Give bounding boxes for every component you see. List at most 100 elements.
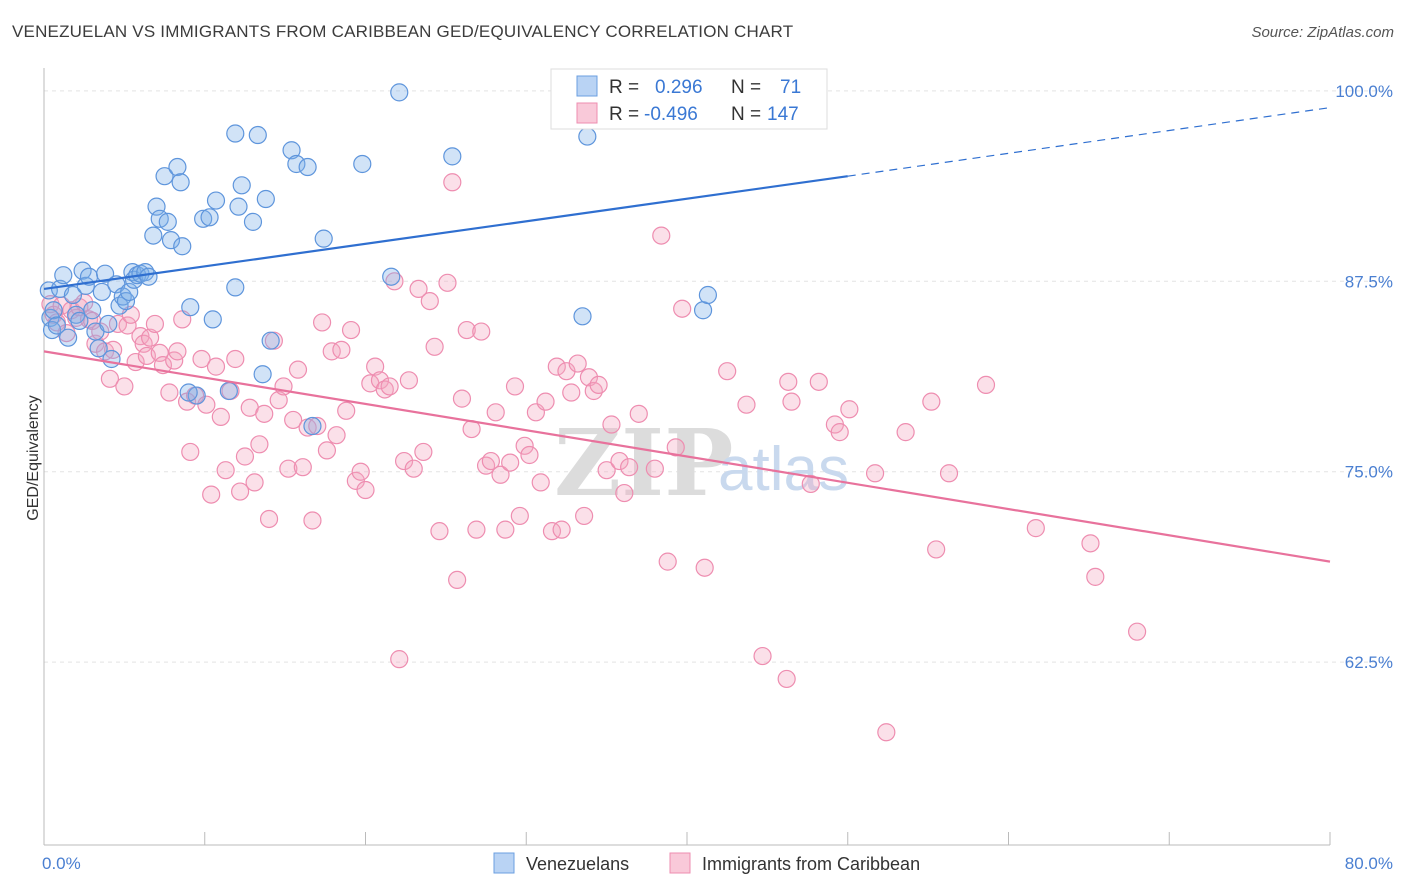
caribbean-point bbox=[520, 445, 539, 465]
venezuelan-point bbox=[578, 127, 597, 146]
caribbean-point bbox=[399, 371, 419, 390]
caribbean-point bbox=[579, 368, 599, 387]
caribbean-point bbox=[202, 485, 221, 504]
gridlines bbox=[44, 90, 1393, 663]
legend-swatch-caribbean bbox=[576, 102, 598, 124]
venezuelan-point bbox=[63, 285, 83, 305]
caribbean-point bbox=[409, 279, 428, 299]
caribbean-point bbox=[448, 570, 467, 590]
chart-title: VENEZUELAN VS IMMIGRANTS FROM CARIBBEAN … bbox=[12, 22, 794, 41]
caribbean-point bbox=[562, 383, 581, 402]
venezuelan-point bbox=[161, 231, 181, 250]
caribbean-point bbox=[145, 314, 165, 334]
caribbean-point bbox=[629, 404, 648, 423]
legend-n-label-2: N = bbox=[731, 104, 761, 125]
venezuelan-point bbox=[226, 124, 245, 143]
legend-n-label-1: N = bbox=[731, 77, 761, 98]
caribbean-point bbox=[486, 403, 505, 422]
caribbean-point bbox=[452, 389, 472, 408]
venezuelan-point bbox=[102, 349, 121, 369]
venezuelan-point bbox=[693, 301, 713, 320]
venezuelan-point bbox=[298, 157, 317, 177]
caribbean-point bbox=[259, 509, 279, 529]
caribbean-point bbox=[1127, 622, 1147, 641]
caribbean-point bbox=[809, 372, 828, 391]
venezuelan-point bbox=[282, 141, 301, 160]
bottom-legend-label-caribbean: Immigrants from Caribbean bbox=[702, 854, 920, 874]
venezuelan-point bbox=[573, 307, 592, 326]
x-tick-label-min: 0.0% bbox=[42, 854, 81, 873]
caribbean-point bbox=[695, 558, 714, 577]
caribbean-point bbox=[235, 447, 255, 466]
caribbean-point bbox=[896, 423, 915, 442]
caribbean-point bbox=[1081, 534, 1100, 553]
caribbean-point bbox=[491, 465, 510, 484]
caribbean-point bbox=[341, 320, 361, 340]
caribbean-point bbox=[430, 522, 449, 541]
caribbean-point bbox=[515, 436, 534, 455]
venezuelan-point bbox=[243, 212, 263, 231]
venezuelan-trend-line bbox=[43, 175, 848, 291]
caribbean-point bbox=[801, 474, 820, 494]
caribbean-point bbox=[782, 392, 801, 411]
caribbean-point bbox=[288, 360, 308, 379]
caribbean-trend-line bbox=[43, 350, 1331, 563]
caribbean-point bbox=[753, 646, 772, 666]
venezuelan-point bbox=[92, 282, 111, 302]
venezuelan-trend-extension bbox=[847, 107, 1331, 177]
venezuelan-point bbox=[158, 212, 177, 231]
caribbean-point bbox=[390, 650, 409, 669]
caribbean-point bbox=[375, 380, 394, 399]
caribbean-point bbox=[317, 441, 337, 460]
venezuelan-point bbox=[168, 157, 187, 177]
y-tick-label: 100.0% bbox=[1335, 82, 1393, 101]
caribbean-point bbox=[346, 471, 365, 490]
venezuelan-point bbox=[44, 301, 63, 320]
trend-lines bbox=[43, 107, 1331, 563]
venezuelan-point bbox=[314, 229, 333, 248]
caribbean-point bbox=[652, 226, 671, 245]
venezuelan-point bbox=[54, 266, 73, 285]
legend-n-value-1: 71 bbox=[780, 77, 801, 98]
venezuelan-point bbox=[219, 381, 238, 401]
source-label: Source: ZipAtlas.com bbox=[1251, 24, 1394, 41]
venezuelan-point bbox=[89, 339, 108, 358]
caribbean-point bbox=[160, 383, 179, 402]
caribbean-point bbox=[927, 540, 946, 559]
bottom-legend-swatch-caribbean bbox=[669, 852, 691, 874]
venezuelan-point bbox=[232, 176, 251, 195]
venezuelan-point bbox=[173, 237, 192, 256]
caribbean-point bbox=[777, 669, 796, 689]
legend-r-value-2: -0.496 bbox=[644, 104, 698, 125]
caribbean-point bbox=[481, 451, 500, 471]
caribbean-point bbox=[404, 459, 423, 478]
caribbean-points bbox=[41, 173, 1147, 742]
caribbean-point bbox=[231, 482, 250, 501]
caribbean-point bbox=[615, 483, 634, 503]
caribbean-point bbox=[380, 377, 399, 396]
caribbean-point bbox=[620, 458, 639, 477]
legend-swatch-venezuelans bbox=[576, 75, 598, 97]
caribbean-point bbox=[976, 375, 996, 394]
legend-bottom: Venezuelans Immigrants from Caribbean bbox=[493, 852, 920, 874]
venezuelan-point bbox=[206, 191, 226, 210]
venezuelan-point bbox=[443, 147, 462, 166]
caribbean-point bbox=[666, 438, 685, 457]
caribbean-point bbox=[115, 377, 134, 396]
caribbean-point bbox=[308, 416, 327, 436]
venezuelan-point bbox=[226, 278, 245, 297]
caribbean-point bbox=[496, 520, 515, 539]
caribbean-point bbox=[332, 340, 351, 359]
caribbean-point bbox=[939, 464, 959, 483]
caribbean-point bbox=[597, 461, 616, 480]
venezuelan-point bbox=[70, 311, 89, 331]
venezuelan-point bbox=[144, 226, 163, 245]
caribbean-point bbox=[922, 392, 941, 411]
caribbean-point bbox=[830, 423, 849, 442]
venezuelan-point bbox=[253, 365, 272, 384]
venezuelan-point bbox=[256, 189, 275, 209]
caribbean-point bbox=[394, 451, 414, 471]
caribbean-point bbox=[420, 292, 439, 311]
caribbean-point bbox=[547, 357, 566, 376]
caribbean-point bbox=[610, 451, 629, 471]
